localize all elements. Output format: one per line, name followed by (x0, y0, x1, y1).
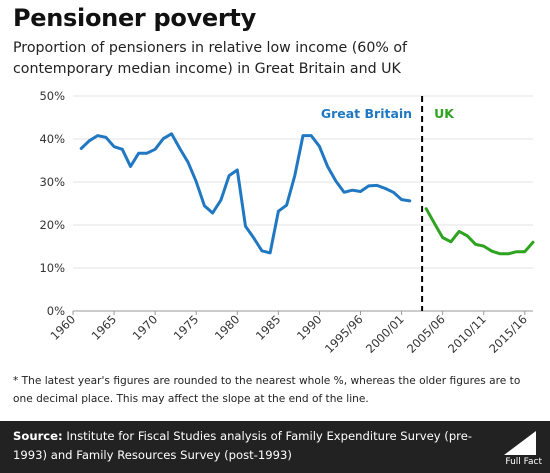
source-text: Source: Institute for Fiscal Studies ana… (13, 427, 483, 465)
chart-title: Pensioner poverty (13, 4, 256, 32)
series-line (79, 132, 412, 255)
y-tick-label: 10% (39, 261, 65, 275)
y-tick-label: 40% (39, 132, 65, 146)
source-body: Institute for Fiscal Studies analysis of… (13, 429, 473, 462)
y-tick-label: 20% (39, 218, 65, 232)
series-labels: Great Britain UK (321, 106, 455, 121)
footnote: * The latest year's figures are rounded … (13, 375, 521, 405)
x-tick-label: 2005/06 (404, 312, 448, 356)
chart-subtitle: Proportion of pensioners in relative low… (13, 40, 408, 77)
series-label: UK (434, 106, 455, 121)
brand-mark-icon (504, 431, 536, 455)
x-tick-label: 2010/11 (445, 312, 489, 356)
y-tick-label: 50% (39, 89, 65, 103)
series-label: Great Britain (321, 106, 412, 121)
y-axis-ticks: 0% 10% 20% 30% 40% 50% (39, 89, 65, 318)
source-bar: Source: Institute for Fiscal Studies ana… (0, 421, 550, 473)
series-line (424, 207, 535, 256)
line-chart: 0%10%20%30%40%50% 1960 1965 1970 1975 1980 19… (39, 89, 535, 356)
x-tick-label: 1985 (253, 312, 284, 343)
y-tick-label: 30% (39, 175, 65, 189)
x-axis-ticks: 1960 1965 1970 1975 1980 1985 19901995/962000/… (48, 311, 530, 356)
brand-text: Full Fact (505, 457, 542, 467)
gridlines (73, 95, 533, 312)
source-label: Source: (13, 429, 63, 443)
x-tick-label: 1990 (294, 312, 325, 343)
x-tick-label: 1970 (130, 312, 161, 343)
x-tick-label: 2000/01 (363, 312, 407, 356)
brand-logo: Full Fact (498, 429, 542, 467)
x-tick-label: 1995/96 (322, 312, 366, 356)
x-tick-label: 2015/16 (486, 312, 530, 356)
x-tick-label: 1980 (212, 312, 243, 343)
x-tick-label: 1975 (171, 312, 202, 343)
series-lines (79, 132, 535, 256)
y-tick-label: 0% (47, 304, 65, 318)
x-tick-label: 1965 (89, 312, 120, 343)
